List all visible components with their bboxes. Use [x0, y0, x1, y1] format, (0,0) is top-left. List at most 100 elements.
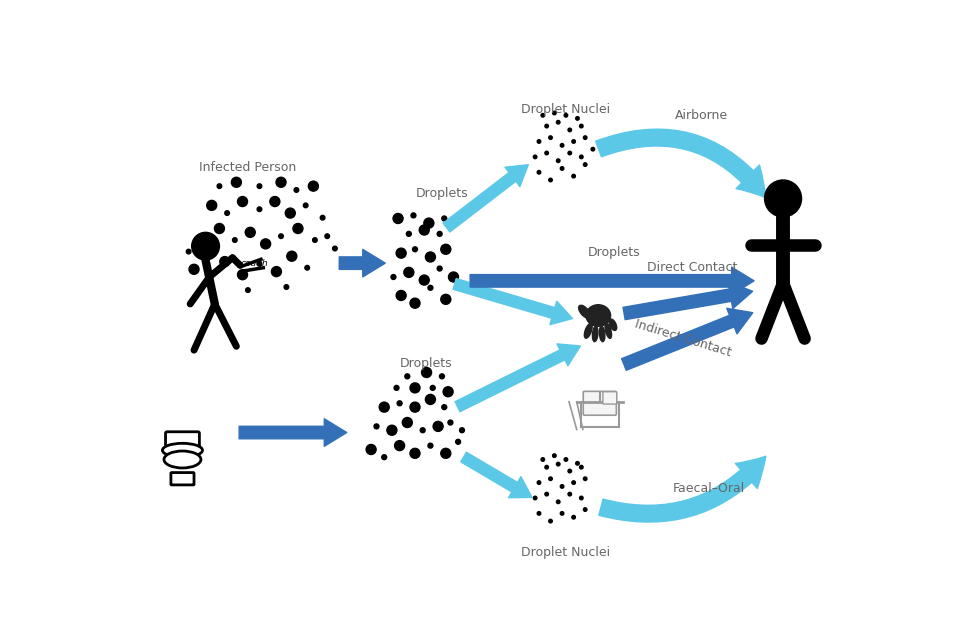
Circle shape: [284, 285, 289, 289]
Ellipse shape: [609, 319, 616, 330]
Ellipse shape: [579, 305, 590, 318]
Circle shape: [421, 367, 432, 378]
Circle shape: [591, 147, 594, 151]
FancyArrowPatch shape: [595, 129, 766, 198]
Text: Droplets: Droplets: [416, 188, 468, 200]
Circle shape: [294, 188, 299, 192]
FancyArrowPatch shape: [623, 282, 753, 319]
Text: Airborne: Airborne: [675, 109, 728, 122]
Circle shape: [278, 234, 283, 239]
Circle shape: [217, 184, 222, 188]
Circle shape: [584, 136, 587, 140]
Circle shape: [576, 116, 579, 120]
Text: Direct Contact: Direct Contact: [647, 261, 737, 275]
Circle shape: [549, 136, 552, 140]
Circle shape: [420, 275, 429, 285]
Circle shape: [430, 385, 435, 390]
Circle shape: [448, 272, 459, 282]
Circle shape: [572, 140, 575, 143]
Ellipse shape: [592, 326, 598, 342]
Ellipse shape: [605, 323, 612, 339]
FancyBboxPatch shape: [584, 391, 616, 415]
Circle shape: [553, 111, 556, 115]
Circle shape: [393, 214, 403, 223]
Circle shape: [561, 511, 564, 515]
Circle shape: [437, 232, 443, 236]
Circle shape: [257, 262, 262, 266]
Circle shape: [293, 223, 303, 234]
Circle shape: [561, 484, 564, 488]
Circle shape: [576, 461, 579, 465]
FancyArrowPatch shape: [239, 419, 347, 446]
Circle shape: [572, 174, 575, 178]
Circle shape: [425, 394, 436, 404]
Circle shape: [410, 383, 420, 393]
Circle shape: [382, 454, 387, 460]
Circle shape: [206, 200, 217, 211]
Circle shape: [442, 216, 446, 221]
Circle shape: [545, 124, 548, 128]
Circle shape: [257, 184, 262, 188]
Circle shape: [568, 128, 571, 132]
Circle shape: [225, 211, 229, 216]
Circle shape: [580, 465, 583, 469]
Text: Faecal–Oral: Faecal–Oral: [673, 483, 745, 495]
Circle shape: [200, 234, 204, 239]
Circle shape: [584, 508, 587, 511]
Circle shape: [214, 223, 225, 234]
Text: Droplets: Droplets: [400, 356, 453, 370]
Circle shape: [534, 496, 537, 500]
Ellipse shape: [586, 305, 611, 326]
Circle shape: [538, 170, 540, 174]
Circle shape: [441, 244, 451, 254]
Ellipse shape: [599, 326, 605, 342]
Circle shape: [580, 124, 583, 128]
Circle shape: [285, 208, 296, 218]
Circle shape: [396, 248, 406, 258]
Circle shape: [538, 140, 540, 143]
Circle shape: [424, 218, 434, 228]
Circle shape: [561, 166, 564, 170]
Circle shape: [425, 252, 436, 262]
Text: Droplet Nuclei: Droplet Nuclei: [520, 546, 610, 559]
Circle shape: [207, 282, 212, 287]
Circle shape: [420, 225, 429, 235]
Circle shape: [391, 275, 396, 280]
Circle shape: [303, 203, 308, 208]
Circle shape: [584, 163, 587, 166]
FancyBboxPatch shape: [171, 472, 194, 485]
Circle shape: [404, 268, 414, 277]
Circle shape: [189, 264, 199, 275]
FancyArrowPatch shape: [455, 344, 581, 412]
Circle shape: [410, 449, 420, 458]
FancyArrowPatch shape: [599, 456, 766, 522]
Circle shape: [557, 159, 560, 163]
Circle shape: [394, 385, 399, 390]
Circle shape: [538, 481, 540, 484]
Ellipse shape: [162, 444, 203, 457]
Circle shape: [321, 216, 324, 220]
Circle shape: [564, 113, 567, 117]
Circle shape: [433, 421, 444, 431]
Circle shape: [557, 120, 560, 124]
Circle shape: [545, 492, 548, 496]
Circle shape: [557, 500, 560, 504]
Circle shape: [245, 227, 255, 237]
Circle shape: [272, 267, 281, 276]
Ellipse shape: [164, 451, 201, 468]
Circle shape: [405, 374, 410, 379]
Circle shape: [402, 417, 412, 428]
Circle shape: [442, 404, 446, 410]
Circle shape: [572, 515, 575, 519]
Circle shape: [411, 213, 416, 218]
Circle shape: [444, 387, 453, 397]
Circle shape: [448, 420, 453, 425]
Circle shape: [580, 496, 583, 500]
Circle shape: [553, 454, 556, 458]
Circle shape: [557, 462, 560, 466]
Circle shape: [366, 444, 376, 454]
Circle shape: [545, 151, 548, 155]
Circle shape: [186, 249, 191, 254]
Text: Infected Person: Infected Person: [199, 161, 296, 174]
Circle shape: [456, 439, 461, 444]
